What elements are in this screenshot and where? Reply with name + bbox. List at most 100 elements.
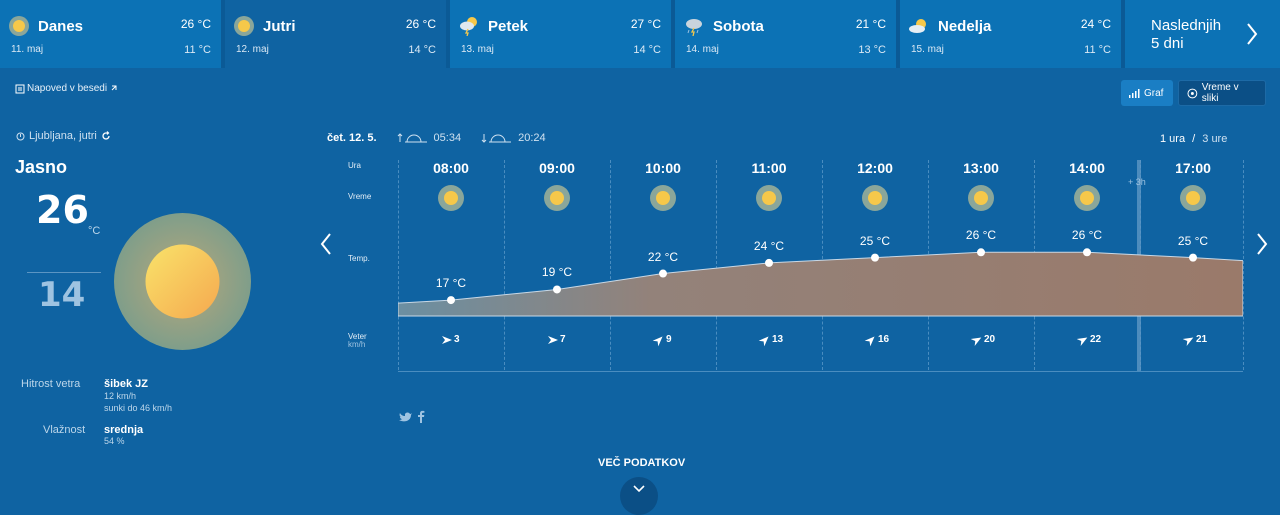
temp-point — [765, 258, 773, 267]
chart-baseline — [398, 371, 1243, 372]
plus-3h-label: + 3h — [1128, 177, 1146, 187]
day-date: 12. maj — [236, 44, 269, 55]
wind-value: 21 — [1182, 334, 1208, 346]
wind-direction-icon — [652, 335, 663, 346]
wind-speed: 21 — [1196, 334, 1208, 345]
day-min-temp: 11 °C — [1084, 44, 1111, 56]
day-min-temp: 14 °C — [408, 44, 436, 56]
hour-label: 10:00 — [645, 160, 681, 176]
wind-speed: 9 — [666, 334, 672, 345]
facebook-icon[interactable] — [417, 410, 425, 423]
previous-hours-button[interactable] — [320, 232, 332, 261]
bar-chart-icon — [1129, 88, 1140, 98]
next-5-days-button[interactable]: Naslednjih 5 dni — [1125, 0, 1280, 68]
sun-icon — [968, 185, 994, 211]
temp-label: 25 °C — [1177, 233, 1209, 248]
wind-value: 20 — [970, 334, 995, 346]
thunderstorm-sun-icon — [460, 17, 477, 36]
column-separator — [398, 160, 399, 370]
interval-separator: / — [1192, 133, 1196, 145]
refresh-icon[interactable] — [101, 131, 111, 141]
document-icon — [15, 84, 25, 93]
wind-speed: 7 — [560, 334, 566, 345]
column-separator — [716, 160, 717, 370]
row-label-weather: Vreme — [348, 192, 372, 201]
weather-in-pictures-label: Vreme v sliki — [1201, 82, 1239, 104]
forecast-date: čet. 12. 5. — [327, 132, 377, 144]
date-row: čet. 12. 5. 05:34 20:24 — [327, 132, 546, 144]
weather-in-pictures-button[interactable]: Vreme v sliki — [1178, 80, 1266, 106]
day-name: Petek — [488, 18, 529, 35]
chevron-right-icon — [1257, 233, 1268, 255]
day-tab-1[interactable]: Jutri 12. maj 26 °C 14 °C — [225, 0, 446, 68]
sun-icon — [114, 213, 251, 350]
day-min-temp: 14 °C — [633, 44, 661, 56]
sunrise: 05:34 — [397, 132, 461, 144]
interval-3h[interactable]: 3 ure — [1202, 133, 1228, 145]
graph-button[interactable]: Graf — [1121, 80, 1173, 106]
wind-direction-icon — [970, 337, 982, 346]
temp-point — [1083, 248, 1091, 257]
sunrise-icon — [397, 133, 427, 143]
next5-line2: 5 dni — [1151, 35, 1184, 52]
hour-column: 11:00 — [716, 160, 822, 211]
day-tab-2[interactable]: Petek 13. maj 27 °C 14 °C — [450, 0, 671, 68]
temp-point — [553, 285, 561, 294]
wind-value: 22 — [1076, 334, 1101, 346]
sun-icon — [756, 185, 782, 211]
sun-icon — [234, 16, 254, 36]
hour-column: 08:00 — [398, 160, 504, 211]
chevron-left-icon — [320, 233, 331, 255]
next-hours-button[interactable] — [1256, 232, 1268, 261]
row-label-hour: Ura — [348, 161, 361, 170]
hour-column: 10:00 — [610, 160, 716, 211]
temp-label: 26 °C — [1071, 228, 1103, 243]
interval-switch: 1 ura / 3 ure — [1160, 133, 1227, 145]
wind-speed: 12 km/h — [104, 391, 137, 401]
day-max-temp: 26 °C — [180, 17, 211, 31]
twitter-icon[interactable] — [399, 411, 413, 423]
wind-direction-icon — [548, 335, 558, 344]
location-pin-icon — [1187, 88, 1198, 98]
day-date: 15. maj — [911, 44, 944, 55]
interval-1h[interactable]: 1 ura — [1160, 133, 1186, 145]
hour-column: 09:00 — [504, 160, 610, 211]
more-data-button[interactable] — [620, 477, 658, 515]
day-max-temp: 27 °C — [630, 17, 661, 31]
temp-point — [447, 296, 455, 305]
day-name: Danes — [38, 18, 84, 35]
more-data-link[interactable]: VEČ PODATKOV — [598, 457, 686, 469]
hour-label: 12:00 — [857, 160, 893, 176]
day-tab-0[interactable]: Danes 11. maj 26 °C 11 °C — [0, 0, 221, 68]
day-tab-3[interactable]: Sobota 14. maj 21 °C 13 °C — [675, 0, 896, 68]
wind-value: 7 — [548, 334, 566, 345]
sun-icon — [862, 185, 888, 211]
day-max-temp: 24 °C — [1080, 17, 1111, 31]
column-separator — [504, 160, 505, 370]
temp-divider — [27, 272, 101, 273]
hour-column: 13:00 — [928, 160, 1034, 211]
location[interactable]: Ljubljana, jutri — [16, 130, 111, 142]
sunset-time: 20:24 — [518, 132, 546, 144]
forecast-text-link[interactable]: Napoved v besedi — [15, 83, 117, 94]
day-date: 11. maj — [11, 44, 44, 55]
location-icon — [16, 132, 25, 140]
sun-icon — [544, 185, 570, 211]
temp-unit: °C — [88, 225, 101, 237]
wind-value: 16 — [864, 334, 889, 346]
row-label-wind-unit: km/h — [348, 340, 366, 349]
hour-label: 11:00 — [751, 160, 787, 176]
wind-label: Hitrost vetra — [21, 378, 81, 390]
next5-line1: Naslednjih — [1151, 17, 1222, 34]
cloud-sun-icon — [909, 19, 926, 33]
wind-direction-icon — [1076, 337, 1088, 346]
hour-column: 14:00 — [1034, 160, 1140, 211]
wind-direction-icon — [864, 335, 875, 346]
sunset-icon — [481, 134, 512, 143]
day-tab-4[interactable]: Nedelja 15. maj 24 °C 11 °C — [900, 0, 1121, 68]
temp-label: 26 °C — [965, 228, 997, 243]
temperature-area — [398, 251, 1243, 317]
wind-value: 9 — [652, 334, 672, 346]
column-separator — [610, 160, 611, 370]
hour-label: 13:00 — [963, 160, 999, 176]
